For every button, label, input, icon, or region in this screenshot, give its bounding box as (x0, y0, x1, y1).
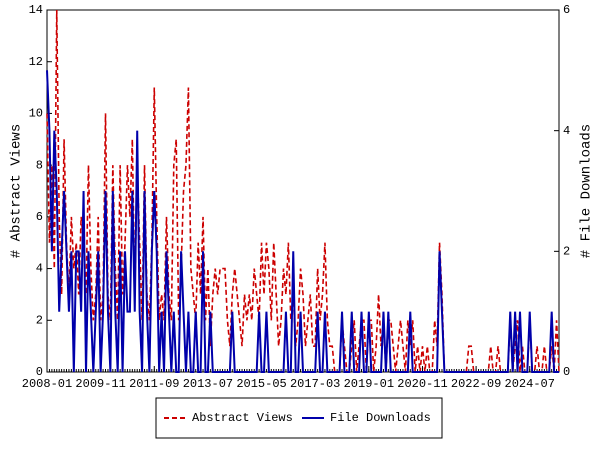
x-tick-label: 2020-11 (397, 377, 447, 391)
y-axis-label: # Abstract Views (9, 124, 25, 258)
x-tick-label: 2017-03 (290, 377, 340, 391)
x-tick-label: 2019-01 (344, 377, 394, 391)
y2-tick-label: 6 (563, 3, 570, 17)
y-tick-label: 6 (36, 210, 43, 224)
y-tick-label: 0 (36, 365, 43, 379)
series-line (46, 9, 560, 373)
y-tick-label: 14 (29, 3, 43, 17)
y2-axis-label: # File Downloads (579, 124, 595, 258)
y2-tick-label: 4 (563, 124, 570, 138)
x-tick-label: 2015-05 (236, 377, 286, 391)
x-tick-label: 2013-07 (183, 377, 233, 391)
x-tick-label: 2011-09 (129, 377, 179, 391)
y-tick-label: 2 (36, 313, 43, 327)
y2-tick-label: 2 (563, 245, 570, 259)
x-tick-label: 2022-09 (451, 377, 501, 391)
x-tick-label: 2024-07 (505, 377, 555, 391)
x-tick-label: 2008-01 (22, 377, 72, 391)
y-tick-label: 4 (36, 262, 43, 276)
y2-tick-label: 0 (563, 365, 570, 379)
x-tick-label: 2009-11 (75, 377, 125, 391)
legend-box (155, 397, 443, 439)
legend-label: File Downloads (330, 411, 431, 425)
y-tick-label: 8 (36, 158, 43, 172)
legend-label: Abstract Views (192, 411, 293, 425)
series-line (46, 70, 559, 373)
y-tick-label: 10 (29, 107, 43, 121)
y-tick-label: 12 (29, 55, 43, 69)
